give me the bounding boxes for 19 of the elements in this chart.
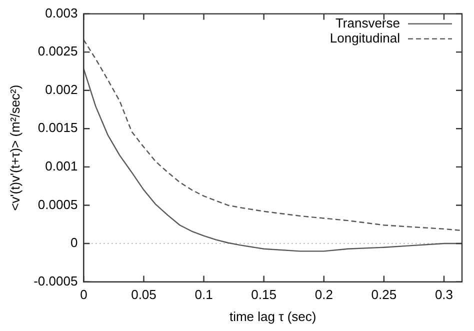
y-tick-label: 0.001: [45, 158, 78, 174]
y-tick-label: 0: [70, 235, 78, 250]
y-tick-label: 0.0005: [38, 196, 78, 212]
y-tick-label: 0.002: [45, 82, 78, 97]
y-tick-label: 0.0015: [38, 120, 78, 136]
x-tick-label: 0.05: [131, 287, 156, 302]
y-tick-label: -0.0005: [34, 273, 78, 288]
x-tick-label: 0.15: [251, 287, 276, 302]
x-tick-label: 0: [80, 287, 88, 302]
x-axis-title: time lag τ (sec): [229, 308, 316, 324]
legend-label: Transverse: [335, 15, 400, 30]
y-tick-label: 0.003: [45, 5, 78, 20]
y-tick-label: 0.0025: [38, 44, 78, 59]
x-tick-label: 0.1: [194, 287, 213, 302]
y-axis-title: <v'(t)v'(t+τ)> (m²/sec²): [7, 84, 22, 211]
x-tick-label: 0.3: [434, 287, 454, 302]
x-tick-label: 0.2: [314, 287, 333, 302]
x-tick-label: 0.25: [371, 287, 397, 302]
legend-label: Longitudinal: [330, 30, 400, 46]
